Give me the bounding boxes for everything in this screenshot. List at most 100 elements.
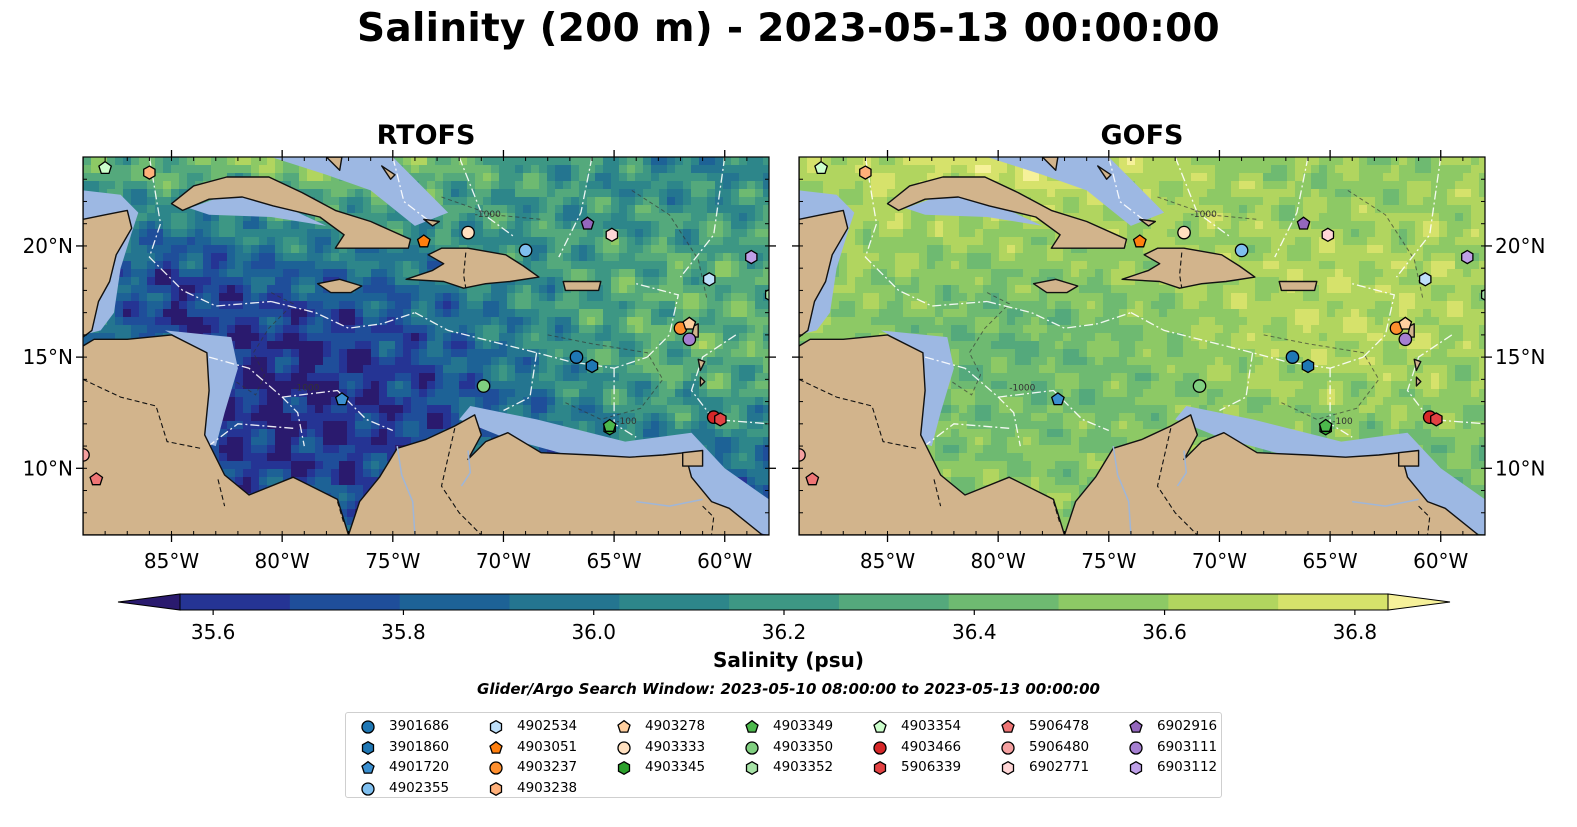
- pentagon-marker-icon: [489, 740, 503, 754]
- legend-label: 4903466: [901, 738, 962, 755]
- land-trinidad: [1397, 449, 1420, 467]
- eez-boundary: [270, 300, 416, 329]
- float-marker-4903278: [682, 316, 697, 330]
- float-marker-6902916: [1296, 216, 1311, 230]
- lat-tick-label: 20°N: [23, 234, 73, 258]
- legend-marker-5906478: [1001, 719, 1015, 733]
- colorbar-tick-label: 36.8: [1333, 620, 1378, 644]
- colorbar-segment: [619, 594, 730, 610]
- eez-boundary: [1352, 283, 1396, 358]
- lon-tick-label: 80°W: [971, 549, 1026, 573]
- land-bahamas-2: [1096, 165, 1112, 180]
- legend-marker-6903111: [1129, 740, 1143, 755]
- land-hispaniola: [1121, 247, 1256, 289]
- legend-label: 4903350: [773, 738, 834, 755]
- eez-boundary: [458, 157, 515, 238]
- isobath-contour: [951, 292, 1011, 396]
- float-marker-4903051: [1132, 234, 1147, 248]
- colorbar-tick-label: 36.0: [571, 620, 616, 644]
- legend-marker-4902534: [489, 719, 503, 735]
- lon-tick-label: 65°W: [1302, 549, 1357, 573]
- legend-marker-5906480: [1001, 740, 1015, 755]
- circle-marker-icon: [489, 761, 503, 775]
- lat-tick-label: 10°N: [23, 456, 73, 480]
- legend-label: 4902355: [389, 779, 450, 796]
- eez-boundary: [1174, 157, 1231, 238]
- lon-tick-label: 75°W: [1081, 549, 1136, 573]
- legend-marker-3901686: [361, 720, 375, 734]
- legend-marker-4903051: [489, 740, 503, 754]
- float-marker-5906480: [799, 448, 806, 462]
- isobath-contour: [1263, 334, 1380, 420]
- colorbar-label: Salinity (psu): [712, 648, 864, 672]
- map-panel-rtofs: -100 -1000 -1000: [83, 157, 769, 535]
- legend-marker-4903237: [489, 761, 503, 775]
- colorbar-tick-label: 35.6: [191, 620, 236, 644]
- shelf-venezuela-shelf: [1175, 406, 1485, 535]
- colorbar-extend-max: [1387, 593, 1451, 611]
- legend-marker-4903466: [873, 740, 887, 755]
- colorbar: 35.6 35.8 36.0 36.2 36.4 36.6 36.8: [117, 593, 1451, 644]
- hexagon-marker-icon: [361, 740, 375, 755]
- float-marker-3901860: [585, 358, 599, 374]
- land-bahamas-1: [1041, 157, 1059, 172]
- pentagon-marker-icon: [1129, 719, 1143, 733]
- lon-tick-label: 60°W: [1413, 549, 1468, 573]
- float-marker-6902916: [580, 216, 595, 230]
- shelf-nicaragua-shelf: [164, 330, 238, 447]
- river: [636, 498, 703, 507]
- isobath-contour: [631, 189, 708, 300]
- circle-marker-icon: [361, 781, 375, 796]
- eez-boundary: [636, 283, 680, 358]
- hexagon-marker-icon: [489, 781, 503, 796]
- legend-label: 3901686: [389, 718, 450, 734]
- land-antilles-3: [699, 376, 706, 387]
- river: [460, 450, 472, 487]
- float-marker-4901720: [1050, 392, 1065, 406]
- pentagon-marker-icon: [1001, 719, 1015, 733]
- legend-label: 4903352: [773, 759, 834, 775]
- legend-marker-3901860: [361, 740, 375, 755]
- land-trinidad: [682, 449, 704, 467]
- float-marker-4903238: [143, 165, 156, 180]
- contour-label: -1000: [1009, 383, 1035, 393]
- pentagon-marker-icon: [745, 719, 759, 733]
- colorbar-segment: [289, 594, 401, 610]
- country-border: [83, 378, 201, 449]
- eez-boundary: [1219, 352, 1254, 412]
- legend-marker-4903278: [617, 719, 631, 733]
- lat-tick-label: 20°N: [1495, 234, 1545, 258]
- circle-marker-icon: [361, 720, 375, 734]
- eez-boundary: [1108, 157, 1149, 225]
- land-jamaica: [316, 278, 363, 294]
- circle-marker-icon: [617, 740, 631, 755]
- lat-tick-label: 15°N: [23, 345, 73, 369]
- country-border: [217, 479, 226, 507]
- river: [1112, 445, 1132, 535]
- float-marker-5906339: [714, 412, 727, 427]
- shelf-bahamas-shelf: [987, 157, 1165, 226]
- river: [1352, 498, 1419, 507]
- float-marker-3901860: [1301, 358, 1315, 374]
- legend-label: 4902534: [517, 718, 578, 734]
- lon-tick-label: 70°W: [476, 549, 531, 573]
- legend-marker-5906339: [873, 760, 887, 776]
- float-marker-4902355: [518, 243, 533, 258]
- contour-label: -100: [616, 417, 637, 427]
- lon-tick-label: 85°W: [144, 549, 199, 573]
- float-marker-5906478: [89, 472, 104, 486]
- float-marker-4901720: [334, 392, 349, 406]
- land-cuba: [170, 176, 412, 249]
- land-yucatan: [83, 157, 133, 338]
- eez-boundary: [1395, 157, 1442, 278]
- colorbar-segment: [838, 594, 950, 610]
- legend-label: 6902771: [1029, 759, 1090, 775]
- map-frame-gofs: [798, 156, 1486, 536]
- legend-marker-4901720: [361, 760, 375, 774]
- legend-marker-4903345: [617, 760, 631, 776]
- float-marker-3901686: [569, 350, 584, 364]
- legend-label: 5906339: [901, 759, 962, 775]
- circle-marker-icon: [745, 740, 759, 755]
- legend-label: 6903111: [1157, 738, 1218, 755]
- pentagon-marker-icon: [617, 719, 631, 733]
